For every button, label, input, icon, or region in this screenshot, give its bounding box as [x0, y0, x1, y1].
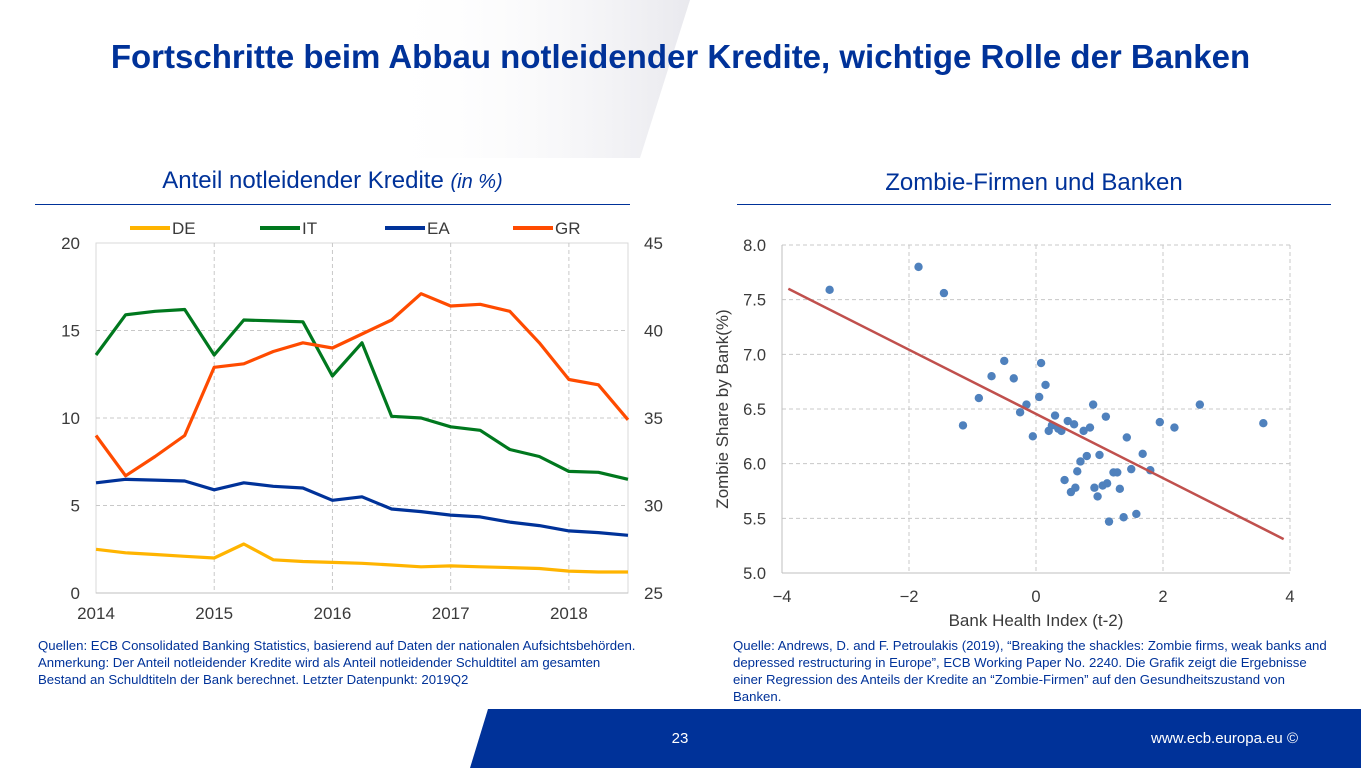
scatter-point — [1195, 400, 1205, 409]
footer-background — [470, 709, 1361, 768]
x-tick-label: −2 — [900, 588, 919, 606]
series-line-gr — [94, 292, 630, 478]
y2-tick-label: 45 — [644, 234, 663, 253]
slide-title: Fortschritte beim Abbau notleidender Kre… — [110, 38, 1251, 75]
scatter-point — [1036, 358, 1046, 368]
left-panel-title: Anteil notleidender Kredite (in %) — [35, 167, 630, 195]
y-tick-label: 10 — [61, 409, 80, 428]
scatter-point — [1009, 374, 1018, 383]
x-tick-label: 2014 — [77, 604, 115, 623]
scatter-point — [1088, 400, 1098, 409]
scatter-point — [1034, 392, 1044, 402]
left-source-note: Quellen: ECB Consolidated Banking Statis… — [38, 638, 636, 687]
y-tick-label: 5 — [71, 497, 80, 516]
x-tick-label: 2017 — [432, 604, 470, 623]
scatter-point — [1015, 408, 1025, 417]
y-tick-label: 20 — [61, 234, 80, 253]
y-tick-label: 6.0 — [743, 456, 766, 474]
scatter-point — [1000, 356, 1009, 366]
y-axis-title: Zombie Share by Bank(%) — [713, 309, 732, 508]
y-tick-label: 6.5 — [743, 401, 766, 419]
legend-label-gr: GR — [555, 219, 581, 238]
x-tick-label: 4 — [1285, 588, 1294, 606]
y2-tick-label: 40 — [644, 322, 663, 341]
left-panel-title-unit: (in %) — [450, 171, 503, 193]
scatter-point — [1115, 484, 1125, 494]
scatter-point — [1060, 475, 1069, 485]
scatter-point — [1063, 416, 1072, 426]
legend-label-it: IT — [302, 219, 317, 238]
x-axis-title: Bank Health Index (t-2) — [949, 611, 1124, 630]
y-tick-label: 0 — [71, 584, 80, 603]
scatter-point — [1101, 412, 1111, 421]
scatter-point — [1138, 449, 1147, 459]
scatter-point — [1132, 509, 1141, 519]
x-tick-label: 2 — [1158, 588, 1167, 606]
left-panel-rule — [35, 204, 630, 205]
y2-tick-label: 25 — [644, 584, 663, 603]
scatter-point — [1028, 432, 1038, 441]
y-tick-label: 7.0 — [743, 346, 766, 364]
y-tick-label: 5.0 — [743, 565, 766, 583]
right-source-note: Quelle: Andrews, D. and F. Petroulakis (… — [733, 638, 1327, 704]
scatter-point — [1155, 417, 1165, 427]
x-tick-label: 2018 — [550, 604, 588, 623]
scatter-point — [1079, 426, 1088, 436]
x-tick-label: 0 — [1031, 588, 1040, 606]
scatter-point — [1113, 468, 1122, 477]
zombie-scatter-chart: 5.0 5.5 6.0 6.5 7.0 7.5 8.0 −4 −2 0 2 4 Bank Health … — [713, 237, 1295, 630]
footer-url: www.ecb.europa.eu © — [1151, 730, 1298, 747]
scatter-point — [1102, 479, 1112, 488]
scatter-point — [1093, 492, 1102, 501]
scatter-point — [1104, 517, 1114, 526]
scatter-point — [914, 262, 923, 272]
scatter-point — [1090, 483, 1099, 492]
scatter-point — [1095, 450, 1104, 460]
scatter-point — [1076, 457, 1085, 466]
scatter-point — [1041, 380, 1050, 390]
scatter-point — [939, 288, 949, 298]
legend-label-ea: EA — [427, 219, 450, 238]
y-tick-label: 15 — [61, 322, 80, 341]
scatter-point — [987, 372, 996, 381]
scatter-point — [825, 285, 834, 295]
x-tick-label: 2016 — [314, 604, 352, 623]
scatter-point — [1082, 451, 1092, 461]
y-tick-label: 8.0 — [743, 237, 766, 255]
series-line-it — [94, 307, 629, 481]
left-panel-title-text: Anteil notleidender Kredite — [162, 167, 444, 194]
scatter-point — [958, 421, 968, 430]
scatter-point — [1050, 411, 1060, 420]
header-stripe — [380, 0, 690, 158]
scatter-point — [1069, 420, 1079, 429]
x-tick-label: 2015 — [195, 604, 233, 623]
scatter-point — [1127, 464, 1136, 474]
scatter-point — [1170, 423, 1179, 432]
right-panel-title: Zombie-Firmen und Banken — [885, 169, 1183, 196]
scatter-point — [1073, 467, 1082, 476]
scatter-point — [1071, 483, 1080, 492]
series-line-ea — [95, 477, 629, 537]
npl-line-chart: 0 5 10 15 20 25 30 35 40 45 2014 2015 2016 2017 2018 DE… — [61, 219, 663, 623]
series-line-de — [95, 542, 628, 574]
regression-line — [787, 287, 1285, 541]
scatter-point — [1085, 423, 1095, 432]
x-tick-label: −4 — [773, 588, 792, 606]
scatter-point — [974, 393, 984, 403]
scatter-point — [1122, 433, 1132, 442]
right-panel-rule — [737, 204, 1331, 205]
y2-tick-label: 35 — [644, 409, 663, 428]
y-tick-label: 5.5 — [743, 510, 766, 528]
y2-tick-label: 30 — [644, 497, 663, 516]
scatter-point — [1259, 419, 1268, 428]
y-tick-label: 7.5 — [743, 292, 766, 310]
page-number: 23 — [671, 730, 689, 747]
scatter-point — [1119, 513, 1128, 522]
legend-label-de: DE — [172, 219, 196, 238]
